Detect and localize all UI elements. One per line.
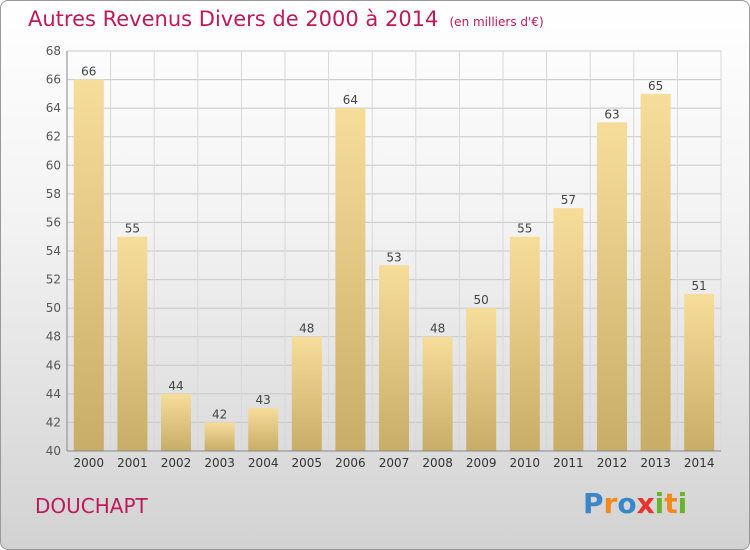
bar [597, 122, 627, 451]
x-tick-label: 2009 [466, 456, 497, 470]
bar [509, 236, 540, 451]
bar-value-label: 65 [648, 79, 663, 93]
x-tick-label: 2014 [684, 456, 715, 470]
x-tick-label: 2004 [248, 456, 279, 470]
bar [204, 422, 235, 451]
bar-value-label: 48 [430, 322, 445, 336]
bar [640, 93, 671, 451]
x-tick-label: 2008 [422, 456, 453, 470]
x-tick-label: 2001 [117, 456, 148, 470]
bar-value-label: 64 [343, 93, 358, 107]
x-tick-label: 2010 [510, 456, 541, 470]
commune-name: DOUCHAPT [35, 494, 148, 518]
x-tick-label: 2002 [161, 456, 192, 470]
bar-value-label: 48 [299, 322, 314, 336]
bar [161, 393, 191, 451]
y-tick-label: 40 [46, 444, 61, 458]
bars [73, 79, 715, 452]
bar [73, 79, 104, 452]
y-tick-label: 68 [46, 44, 61, 58]
x-tick-label: 2011 [553, 456, 584, 470]
axes: 40 42 44 46 48 50 52 54 56 58 60 62 64 66 68 66 2000 55 20… [46, 44, 721, 470]
bar [553, 208, 584, 451]
bar-value-label: 43 [256, 393, 271, 407]
y-tick-label: 56 [46, 215, 61, 229]
bar-value-label: 44 [168, 379, 183, 393]
y-tick-label: 48 [46, 330, 61, 344]
chart-subtitle: (en milliers d'€) [449, 15, 544, 29]
y-tick-label: 42 [46, 415, 61, 429]
logo-letter: o [617, 487, 637, 520]
bar-value-label: 42 [212, 407, 227, 421]
title-line: Autres Revenus Divers de 2000 à 2014 (en… [28, 7, 544, 31]
bar-value-label: 53 [386, 250, 401, 264]
x-tick-label: 2007 [379, 456, 410, 470]
y-tick-label: 52 [46, 273, 61, 287]
bar [684, 293, 715, 451]
x-tick-label: 2005 [292, 456, 323, 470]
x-tick-label: 2003 [204, 456, 235, 470]
bar-value-label: 50 [474, 293, 489, 307]
bar-value-label: 55 [125, 222, 140, 236]
y-tick-label: 44 [46, 387, 61, 401]
logo-letter: i [677, 487, 688, 520]
proxiti-logo: Proxiti [583, 487, 687, 520]
bar [291, 336, 322, 451]
y-tick-label: 46 [46, 358, 61, 372]
x-tick-label: 2006 [335, 456, 366, 470]
bar [117, 236, 148, 451]
logo-letter: x [636, 487, 655, 520]
bar-value-label: 66 [81, 65, 96, 79]
bar [379, 265, 409, 451]
y-tick-label: 66 [46, 73, 61, 87]
y-tick-label: 60 [46, 158, 61, 172]
bar [248, 408, 279, 451]
bar [422, 336, 453, 451]
y-tick-label: 64 [46, 101, 61, 115]
x-tick-label: 2012 [597, 456, 628, 470]
x-tick-label: 2000 [74, 456, 105, 470]
y-tick-label: 54 [46, 244, 61, 258]
y-tick-label: 62 [46, 130, 61, 144]
bar-value-label: 63 [604, 107, 619, 121]
bar-value-label: 57 [561, 193, 576, 207]
logo-letter: P [583, 487, 604, 520]
chart-title: Autres Revenus Divers de 2000 à 2014 [28, 7, 439, 31]
logo-letter: r [603, 487, 618, 520]
bar-value-label: 51 [692, 279, 707, 293]
logo-letter: t [664, 487, 678, 520]
bar-value-label: 55 [517, 222, 532, 236]
logo-letter: i [654, 487, 665, 520]
bar [335, 108, 366, 452]
bar [466, 308, 497, 451]
y-tick-label: 50 [46, 301, 61, 315]
y-tick-label: 58 [46, 187, 61, 201]
x-tick-label: 2013 [640, 456, 671, 470]
